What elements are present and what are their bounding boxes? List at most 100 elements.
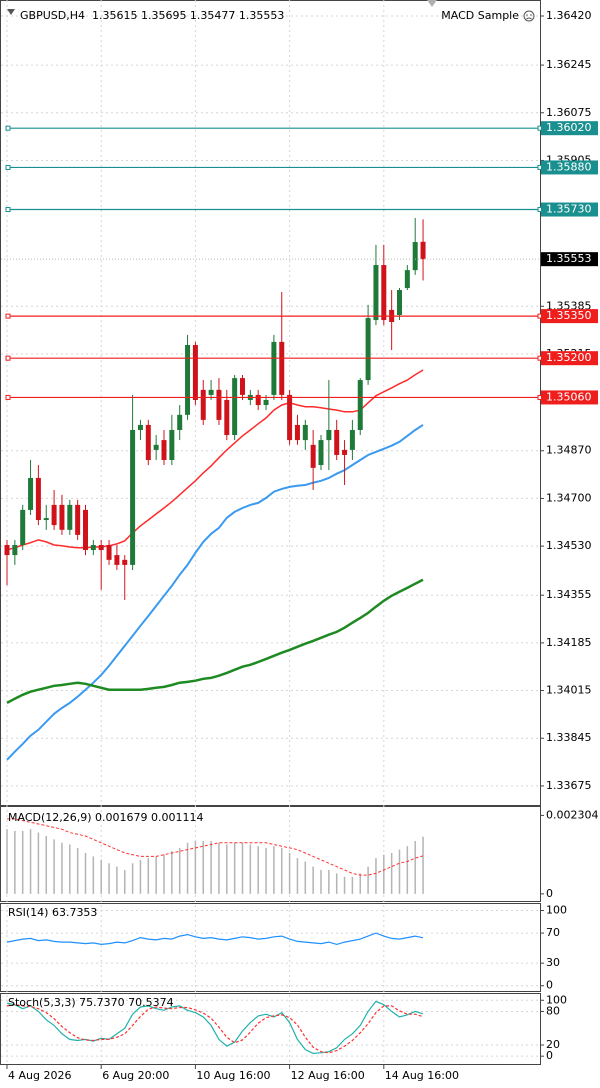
price-level-box <box>541 160 598 175</box>
macd-bar <box>194 841 197 894</box>
macd-bar <box>390 852 393 894</box>
candle-body <box>114 555 120 565</box>
price-level-label: 1.35880 <box>546 160 592 173</box>
candle-body <box>59 504 65 530</box>
macd-bar <box>139 859 142 894</box>
y-tick-label: 80 <box>546 1004 560 1017</box>
macd-bar <box>241 842 244 894</box>
indicator-line <box>6 932 424 946</box>
price-level-label: 1.35730 <box>546 203 592 216</box>
price-level-handle <box>5 207 11 213</box>
candle-body <box>302 424 308 441</box>
macd-bar <box>406 846 409 894</box>
candle-body <box>153 444 159 450</box>
candle-body <box>232 378 238 436</box>
candle-body <box>51 504 57 526</box>
macd-bar <box>233 842 236 894</box>
macd-signal-line <box>7 818 424 876</box>
macd-bar <box>69 844 71 894</box>
y-tick-label: 1.33675 <box>546 779 592 792</box>
price-level-box <box>541 121 598 136</box>
macd-bar <box>249 844 252 894</box>
x-tick-label: 14 Aug 16:00 <box>385 1069 459 1082</box>
candle-body <box>185 345 191 415</box>
candle-body <box>4 544 10 556</box>
x-tick-label: 4 Aug 2026 <box>8 1069 71 1082</box>
candle-body <box>208 389 214 395</box>
candle-body <box>35 477 41 521</box>
candle-body <box>287 394 293 441</box>
candle-body <box>240 378 245 395</box>
candle-body <box>169 429 175 460</box>
last-price-box <box>541 252 598 267</box>
macd-bar <box>312 866 314 894</box>
candle-body <box>43 518 49 521</box>
macd-bar <box>414 841 416 894</box>
moving-average-line <box>6 369 424 551</box>
macd-bar <box>100 859 102 894</box>
price-level-label: 1.35060 <box>546 390 592 403</box>
y-tick-label: 1.34530 <box>546 539 592 552</box>
candle-body <box>404 270 410 289</box>
price-level-handle <box>5 125 11 131</box>
y-tick-label: 1.35385 <box>546 299 592 312</box>
macd-bar <box>108 863 110 894</box>
symbol-menu-icon[interactable] <box>7 9 15 15</box>
macd-bar <box>53 839 55 894</box>
y-tick-label: 70 <box>546 926 560 939</box>
x-tick-label: 6 Aug 20:00 <box>102 1069 169 1082</box>
y-tick-label: 1.34355 <box>546 588 592 601</box>
macd-bar <box>288 852 291 894</box>
candle-body <box>177 414 183 430</box>
price-level-handle <box>5 313 11 319</box>
macd-bar <box>29 829 32 894</box>
macd-bar <box>131 863 134 894</box>
macd-bar <box>265 847 267 894</box>
rsi-panel-frame <box>0 903 541 992</box>
candle-body <box>28 477 34 510</box>
macd-bar <box>383 854 385 894</box>
candle-body <box>137 424 143 430</box>
macd-panel-frame <box>0 806 541 902</box>
price-level-label: 1.35200 <box>546 351 592 364</box>
macd-bar <box>359 873 361 894</box>
macd-bar <box>367 866 369 894</box>
macd-bar <box>155 856 157 894</box>
y-tick-label: 0.002304 <box>546 808 599 821</box>
macd-bar <box>296 858 299 894</box>
macd-bar <box>92 856 95 894</box>
candle-body <box>12 544 18 556</box>
candle-body <box>381 265 387 321</box>
x-tick-label: 12 Aug 16:00 <box>291 1069 365 1082</box>
moving-average-line <box>6 424 424 761</box>
candle-body <box>67 504 73 530</box>
macd-bar <box>422 836 424 894</box>
candle-body <box>349 429 355 450</box>
macd-bar <box>320 870 322 894</box>
macd-bar <box>351 876 354 894</box>
macd-bar <box>304 861 307 894</box>
candle-body <box>279 341 285 395</box>
candle-body <box>373 265 379 321</box>
y-tick-label: 0 <box>546 887 553 900</box>
macd-bar <box>328 870 330 894</box>
price-level-label: 1.35350 <box>546 309 592 322</box>
macd-bar <box>398 849 401 894</box>
candle-body <box>192 345 198 400</box>
moving-average-line <box>6 578 424 705</box>
candle-body <box>318 440 324 466</box>
candle-body <box>420 241 426 260</box>
last-price-label: 1.35553 <box>546 252 592 265</box>
y-tick-label: 1.36075 <box>546 106 592 119</box>
y-tick-label: 0 <box>546 979 553 992</box>
main-panel-frame <box>0 0 541 806</box>
candle-body <box>255 394 261 406</box>
price-level-box <box>541 309 598 324</box>
macd-bar <box>257 846 259 894</box>
macd-bar <box>375 858 377 894</box>
macd-bar <box>76 847 79 894</box>
candle-body <box>90 544 96 551</box>
price-level-handle <box>5 394 11 400</box>
macd-bar <box>21 830 24 894</box>
